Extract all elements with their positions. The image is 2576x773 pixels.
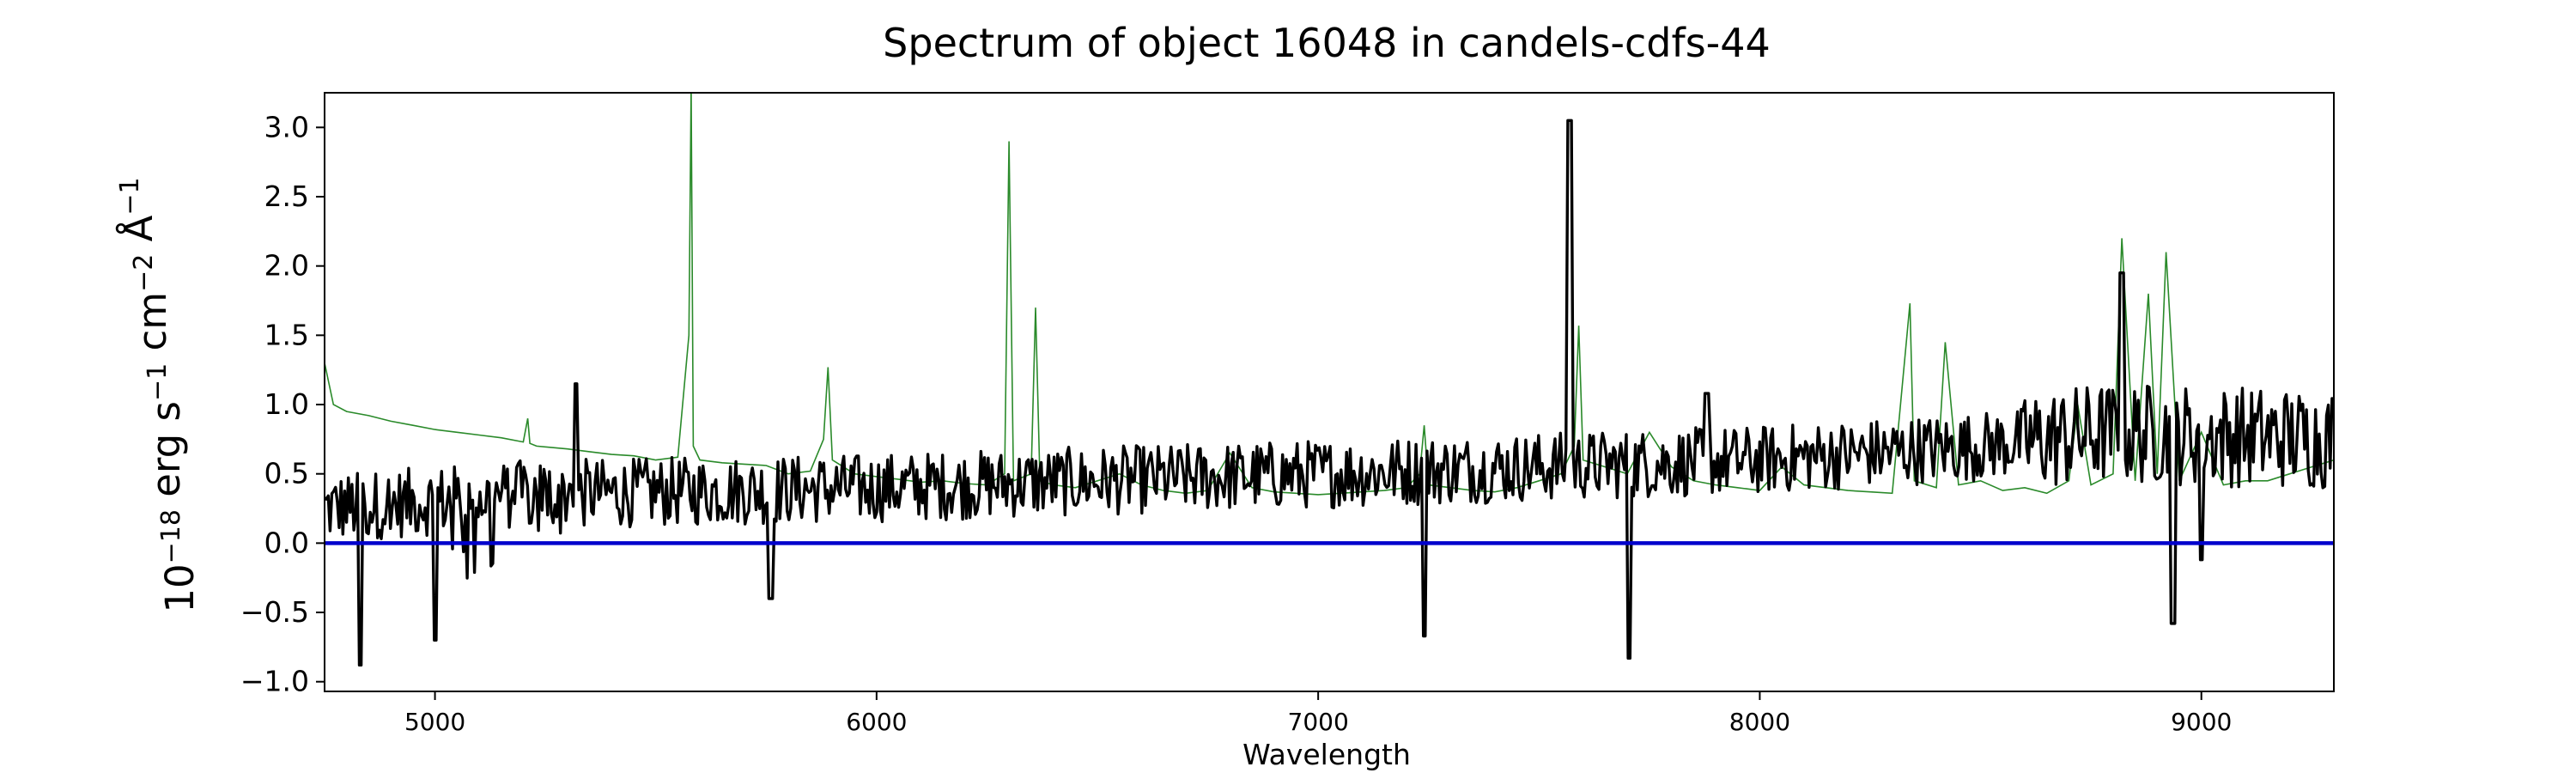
x-tick-label: 9000 [2171,708,2232,736]
y-tick-label: 2.0 [264,249,309,283]
plot-frame [324,92,2335,692]
x-tick-label: 7000 [1288,708,1349,736]
y-tick-label: 0.5 [264,457,309,490]
y-axis: −1.0 −0.5 0.0 0.5 1.0 1.5 2.0 2.5 3.0 [240,110,325,698]
flux-spectrum-line [325,119,2334,666]
y-tick-label: 0.0 [264,526,309,559]
y-tick-label: 3.0 [264,110,309,143]
y-tick-label: 2.5 [264,180,309,213]
y-tick-label: 1.5 [264,318,309,351]
x-axis-label: Wavelength [1242,738,1411,771]
chart-title: Spectrum of object 16048 in candels-cdfs… [883,20,1771,66]
y-axis-label: 10−18 erg s−1 cm−2 Å−1 [115,177,203,612]
x-axis: 5000 6000 7000 8000 9000 [404,691,2232,736]
plot-area [324,92,2335,692]
x-tick-label: 6000 [846,708,907,736]
y-tick-label: −0.5 [240,595,309,629]
series-group [325,93,2334,666]
y-tick-label: −1.0 [240,665,309,698]
x-tick-label: 5000 [404,708,465,736]
x-tick-label: 8000 [1729,708,1790,736]
y-tick-label: 1.0 [264,387,309,421]
